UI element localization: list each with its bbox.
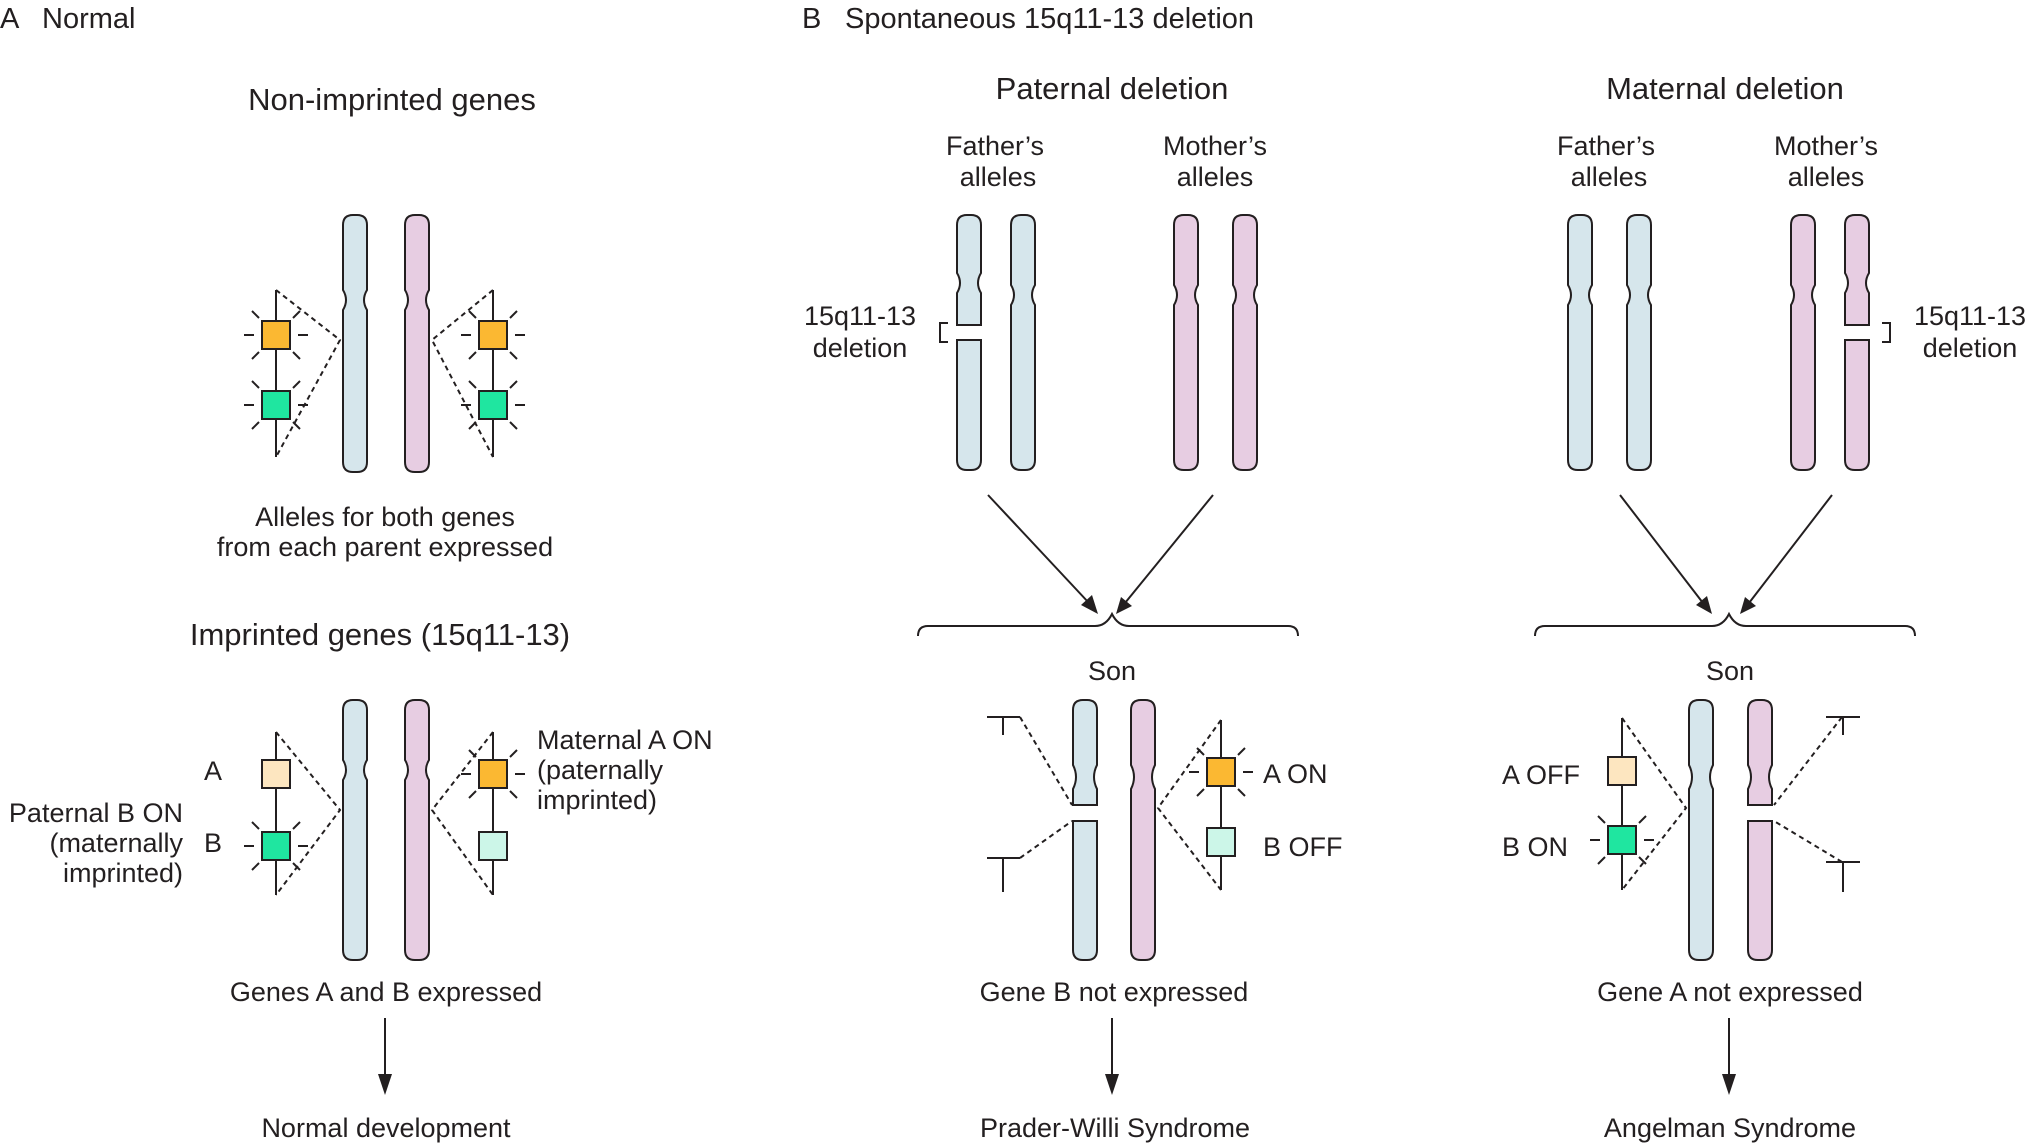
paternal-chromosome-deleted [1072,699,1098,806]
down-arrow-icon [1105,1074,1119,1095]
gene-b-state: B OFF [1263,832,1343,862]
imprinted-gene-pair [243,699,526,961]
gene-a-label: A [204,756,222,786]
fathers-alleles-label: alleles [1571,162,1648,192]
paternal-deletion-title: Paternal deletion [996,71,1229,106]
fathers-alleles-label: Father’s [946,131,1044,161]
gene-b-label: B [204,828,222,858]
outcome-prader-willi: Prader-Willi Syndrome [980,1113,1250,1143]
gene-a-box [261,320,291,350]
maternal-chromosome [1232,214,1258,471]
deletion-bracket [939,322,948,343]
arrow-icon [1081,595,1098,614]
arrow-icon [1116,597,1132,614]
panel-b-title: Spontaneous 15q11-13 deletion [845,3,1254,35]
fathers-alleles-label: Father’s [1557,131,1655,161]
maternal-chromosome-deleted [1747,699,1773,806]
imprinted-title: Imprinted genes (15q11-13) [190,617,570,652]
maternal-chromosome [404,699,430,961]
maternal-deletion-column: Maternal deletion Father’s alleles Mothe… [1502,71,2025,1143]
expressed-caption: Genes A and B expressed [230,977,542,1007]
gene-b-box [1607,825,1637,855]
paternal-b-on-label: (maternally [49,828,183,858]
maternal-chromosome [1790,214,1816,471]
gene-a-box [1206,757,1236,787]
gene-a-box [478,759,508,789]
panel-a-letter: A [0,3,20,35]
panel-a-title: Normal [42,3,135,35]
down-arrow-icon [378,1074,392,1095]
maternal-chromosome-deleted [1844,339,1870,471]
maternal-chromosome-deleted [1747,820,1773,961]
offspring-brace [917,611,1299,637]
paternal-chromosome-deleted [956,339,982,471]
maternal-chromosome [1173,214,1199,471]
outcome-angelman: Angelman Syndrome [1604,1113,1856,1143]
gene-b-state: B ON [1502,832,1568,862]
offspring-brace [1534,611,1916,637]
gene-a-box [478,320,508,350]
outcome-normal: Normal development [261,1113,511,1143]
paternal-chromosome-deleted [956,214,982,326]
gene-a-box [1607,756,1637,786]
mothers-alleles-label: alleles [1177,162,1254,192]
arrow-icon [1740,597,1756,614]
paternal-b-on-label: imprinted) [63,858,183,888]
deletion-bracket [1882,322,1891,343]
gene-b-box [478,831,508,861]
expression-caption: Gene B not expressed [980,977,1249,1007]
down-arrow-icon [1722,1074,1736,1095]
nonimprinted-caption-line1: Alleles for both genes [255,502,515,532]
paternal-chromosome [1626,214,1652,471]
mothers-alleles-label: alleles [1788,162,1865,192]
panel-a: A Normal Non-imprinted genes Alleles for… [0,3,713,1143]
panel-b: B Spontaneous 15q11-13 deletion Paternal… [802,3,2025,1143]
deletion-label: deletion [813,333,908,363]
nonimprinted-title: Non-imprinted genes [248,82,536,117]
maternal-chromosome-deleted [1844,214,1870,326]
mothers-alleles-label: Mother’s [1774,131,1878,161]
arrow-icon [1696,596,1712,614]
gene-b-box [261,390,291,420]
maternal-chromosome [1130,699,1156,961]
son-label: Son [1088,656,1136,686]
panel-b-letter: B [802,3,821,35]
gene-b-box [261,831,291,861]
deletion-label: deletion [1923,333,2018,363]
expression-caption: Gene A not expressed [1597,977,1863,1007]
maternal-a-on-label: (paternally [537,755,664,785]
fathers-alleles-label: alleles [960,162,1037,192]
nonimprinted-gene-pair [243,214,526,473]
paternal-chromosome [1010,214,1036,471]
nonimprinted-caption-line2: from each parent expressed [217,532,553,562]
mothers-alleles-label: Mother’s [1163,131,1267,161]
maternal-chromosome [404,214,430,473]
gene-a-box [261,759,291,789]
gene-b-box [1206,827,1236,857]
paternal-chromosome [1688,699,1714,961]
paternal-deletion-column: Paternal deletion Father’s alleles Mothe… [804,71,1343,1143]
paternal-b-on-label: Paternal B ON [9,798,183,828]
gene-a-state: A ON [1263,759,1328,789]
deletion-label: 15q11-13 [1914,301,2025,331]
maternal-deletion-title: Maternal deletion [1606,71,1844,106]
maternal-a-on-label: imprinted) [537,785,657,815]
paternal-chromosome [1567,214,1593,471]
gene-a-state: A OFF [1502,760,1580,790]
maternal-a-on-label: Maternal A ON [537,725,713,755]
paternal-chromosome [342,699,368,961]
gene-b-box [478,390,508,420]
paternal-chromosome-deleted [1072,820,1098,961]
son-label: Son [1706,656,1754,686]
deletion-label: 15q11-13 [804,301,916,331]
paternal-chromosome [342,214,368,473]
